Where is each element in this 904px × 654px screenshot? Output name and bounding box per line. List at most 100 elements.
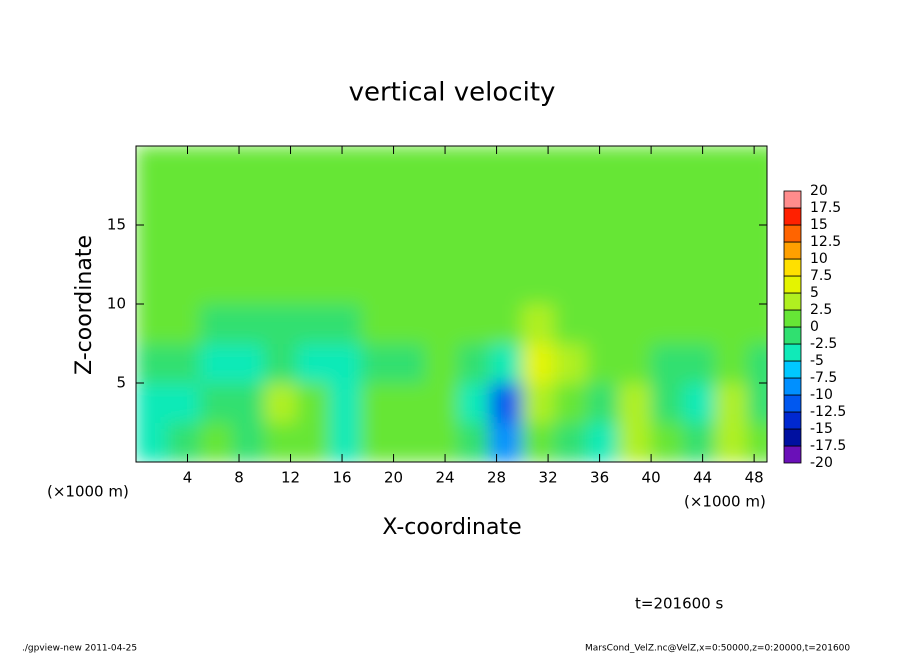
heatmap-cell <box>714 303 749 344</box>
heatmap-cell <box>554 264 588 305</box>
heatmap-cell <box>167 185 201 226</box>
heatmap-cell <box>425 224 459 265</box>
heatmap-cell <box>521 343 556 384</box>
heatmap-cell <box>264 264 298 305</box>
y-tick-label: 15 <box>107 216 126 234</box>
heatmap-cell <box>360 146 395 186</box>
colorbar-box <box>783 360 802 379</box>
x-tick-label: 44 <box>693 469 712 487</box>
heatmap-cell <box>232 185 266 226</box>
colorbar-box <box>783 343 802 362</box>
heatmap-cell <box>136 422 169 462</box>
heatmap-cell <box>199 146 234 186</box>
heatmap-cell <box>747 185 767 226</box>
footer-left: ./gpview-new 2011-04-25 <box>22 644 137 654</box>
colorbar-label: 0 <box>810 319 819 335</box>
heatmap-cell <box>167 343 201 384</box>
heatmap-cell <box>360 264 395 305</box>
colorbar: -20-17.5-15-12.5-10-7.5-5-2.502.557.5101… <box>783 183 846 471</box>
heatmap-cell <box>167 224 201 265</box>
heatmap-cell <box>489 264 523 305</box>
x-unit-label: (×1000 m) <box>47 483 129 501</box>
colorbar-label: 17.5 <box>810 200 841 216</box>
colorbar-label: -15 <box>810 421 833 437</box>
heatmap-cell <box>714 343 749 384</box>
colorbar-box <box>783 241 802 260</box>
heatmap-cell <box>425 382 459 423</box>
heatmap-cell <box>682 343 716 384</box>
heatmap-cell <box>586 303 620 344</box>
heatmap-cell <box>747 146 767 186</box>
colorbar-label: 15 <box>810 217 828 233</box>
heatmap-cell <box>393 303 427 344</box>
heatmap-cell <box>457 382 491 423</box>
heatmap-cell <box>264 422 298 462</box>
heatmap-cell <box>393 264 427 305</box>
heatmap-cell <box>521 382 556 423</box>
heatmap-cell <box>521 422 556 462</box>
heatmap-cell <box>360 343 395 384</box>
heatmap-cell <box>682 303 716 344</box>
heatmap-cell <box>393 343 427 384</box>
heatmap-clip <box>136 146 767 462</box>
heatmap-cell <box>714 422 749 462</box>
heatmap-cell <box>682 185 716 226</box>
heatmap-cell <box>682 264 716 305</box>
heatmap-cell <box>199 343 234 384</box>
heatmap-cell <box>489 382 523 423</box>
heatmap-cell <box>650 303 684 344</box>
heatmap-cell <box>747 382 767 423</box>
heatmap-cell <box>586 146 620 186</box>
heatmap-cell <box>360 382 395 423</box>
heatmap-cell <box>296 303 330 344</box>
heatmap-cell <box>232 264 266 305</box>
colorbar-label: 12.5 <box>810 234 841 250</box>
heatmap-cell <box>232 146 266 186</box>
heatmap-cell <box>136 185 169 226</box>
colorbar-box <box>783 326 802 345</box>
heatmap-cell <box>747 264 767 305</box>
heatmap-cell <box>136 382 169 423</box>
heatmap-cell <box>296 264 330 305</box>
footer-right: MarsCond_VelZ.nc@VelZ,x=0:50000,z=0:2000… <box>585 644 850 654</box>
heatmap-cell <box>650 343 684 384</box>
heatmap-cell <box>650 224 684 265</box>
heatmap-cell <box>521 146 556 186</box>
x-tick-label: 48 <box>745 469 764 487</box>
heatmap-cell <box>328 264 362 305</box>
heatmap-cell <box>682 224 716 265</box>
heatmap-cell <box>457 422 491 462</box>
x-tick-label: 32 <box>539 469 558 487</box>
x-tick-label: 36 <box>590 469 609 487</box>
colorbar-label: -20 <box>810 455 833 471</box>
colorbar-box <box>783 309 802 328</box>
heatmap-cell <box>650 146 684 186</box>
heatmap-cell <box>682 382 716 423</box>
heatmap-cell <box>425 343 459 384</box>
y-tick-label: 5 <box>116 374 126 392</box>
heatmap-cell <box>167 303 201 344</box>
heatmap-cell <box>554 343 588 384</box>
heatmap-cell <box>264 146 298 186</box>
heatmap-cell <box>264 382 298 423</box>
heatmap-cell <box>618 264 652 305</box>
colorbar-box <box>783 224 802 243</box>
heatmap-cell <box>457 146 491 186</box>
y-tick-label: 10 <box>107 295 126 313</box>
colorbar-box <box>783 394 802 413</box>
heatmap-cell <box>489 303 523 344</box>
heatmap-cell <box>586 224 620 265</box>
colorbar-box <box>783 292 802 311</box>
heatmap-cell <box>457 264 491 305</box>
colorbar-box <box>783 428 802 447</box>
x-tick-label: 8 <box>234 469 244 487</box>
colorbar-label: -12.5 <box>810 404 846 420</box>
x-tick-label: 20 <box>384 469 403 487</box>
heatmap-cell <box>296 224 330 265</box>
heatmap-cell <box>393 422 427 462</box>
heatmap-cell <box>682 422 716 462</box>
heatmap-cell <box>232 422 266 462</box>
heatmap-cell <box>393 146 427 186</box>
x-tick-label: 40 <box>642 469 661 487</box>
heatmap-cell <box>457 185 491 226</box>
